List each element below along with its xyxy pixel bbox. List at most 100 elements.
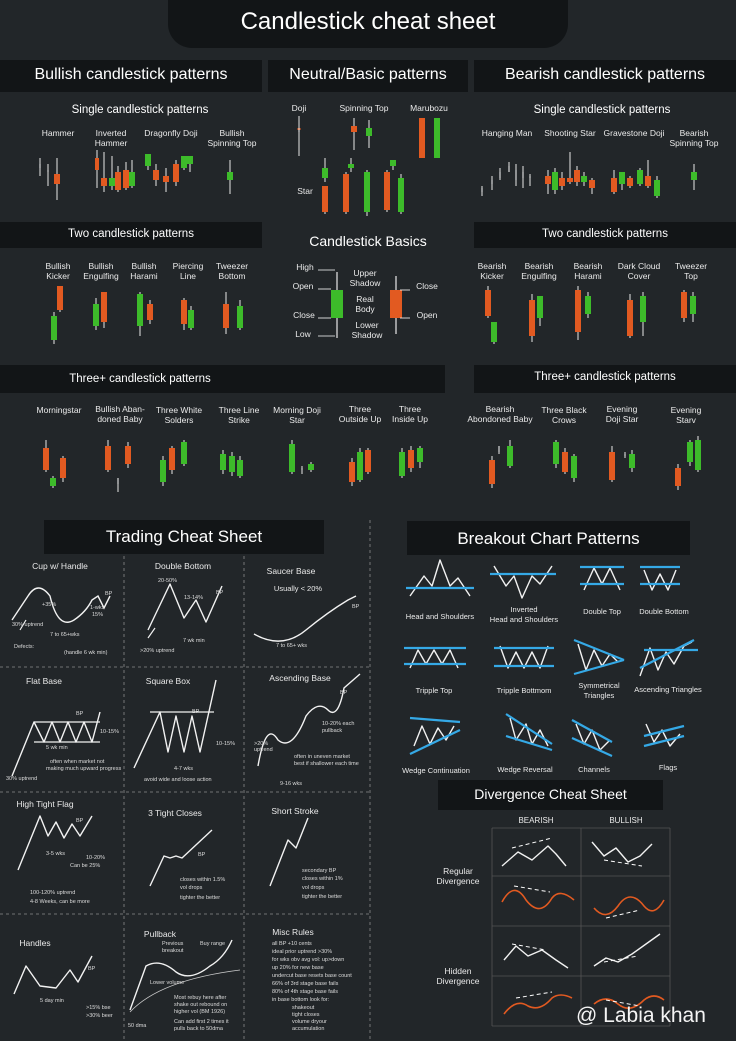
pullback-line: [129, 939, 233, 1011]
candle-body: [609, 452, 615, 480]
title-banner: [168, 0, 568, 48]
basics-lower-shadow: Lower Shadow: [351, 320, 383, 340]
candle-body: [640, 296, 646, 322]
candle-body: [54, 174, 60, 184]
cup-note: 7 to 65+wks: [50, 632, 80, 638]
candle-body: [489, 460, 495, 484]
three-right-header: [474, 365, 736, 393]
bullish-header: [0, 60, 262, 92]
cup-arrow: [19, 619, 27, 631]
candle-body: [687, 442, 693, 462]
candle-body: [343, 174, 349, 212]
candle-body: [654, 180, 660, 196]
neutral-title: Neutral/Basic patterns: [289, 66, 447, 83]
double-note: 20-50%: [158, 578, 177, 584]
candle-body: [611, 178, 617, 192]
misc-rule: up 20% for new base: [272, 965, 324, 971]
bearish-header: [474, 60, 736, 92]
candle-body: [351, 126, 357, 132]
candle-body: [145, 154, 151, 166]
candle-body: [95, 158, 99, 170]
candle-body: [229, 456, 235, 472]
candle-body: [125, 446, 131, 464]
candle-body: [417, 448, 423, 462]
handles-line: [13, 955, 93, 995]
bo-asc-tri-shape: [639, 641, 693, 677]
bo-double-top: Double Top: [583, 607, 621, 616]
two-left-title: Two candlestick patterns: [68, 228, 194, 240]
div-reg-bull-price: [591, 841, 653, 863]
candle-body: [491, 322, 497, 342]
div-bearish-label: BEARISH: [518, 816, 554, 825]
div-reg-bull-guide: [603, 859, 643, 867]
candle-body: [43, 448, 49, 470]
candle-body: [227, 172, 233, 180]
ttc-note: closes within 1.5%: [180, 877, 226, 883]
candle-body: [581, 176, 587, 182]
candle-body: [348, 164, 354, 168]
misc-rule: 80% of 4th stage base fails: [272, 989, 339, 995]
label-bearish-kicker: Bearish Kicker: [477, 261, 507, 281]
basics-real-body: Real Body: [355, 294, 375, 314]
misc-rules-title: Misc Rules: [272, 927, 314, 937]
candle-body: [117, 478, 119, 484]
div-reg-bear-price: [501, 845, 567, 867]
bo-upper: [573, 638, 625, 662]
candle-body: [515, 170, 517, 180]
handles-note: BP: [88, 966, 96, 972]
bo-tripple-top-shape: [409, 649, 459, 669]
trading-title: Trading Cheat Sheet: [105, 527, 263, 546]
candle-body: [187, 156, 193, 164]
cup-note: 30% uptrend: [12, 622, 44, 628]
candle-body: [559, 178, 565, 186]
candle-body: [163, 176, 169, 182]
div-regular-label: Regular Divergence: [436, 866, 480, 886]
square-note: 10-15%: [216, 741, 235, 747]
bo-double-bottom-shape: [643, 569, 677, 591]
double-note: 13-14%: [184, 595, 203, 601]
misc-rule: 66% of 3rd stage base fails: [272, 981, 339, 987]
single-left-title: Single candlestick patterns: [71, 104, 209, 116]
div-hid-bear-price: [503, 945, 569, 969]
candle-body: [169, 448, 175, 470]
candle-body: [408, 450, 414, 468]
three-tight-closes-title: 3 Tight Closes: [148, 808, 202, 818]
candle-body: [364, 172, 370, 212]
bo-upper: [505, 713, 553, 745]
label-bullish-spinning-top: Bullish Spinning Top: [207, 128, 257, 148]
label-star: Star: [297, 186, 313, 196]
breakout-header: [407, 521, 690, 555]
cup-note: 15%: [92, 612, 104, 618]
ascending-note: 10-20% each: [322, 721, 355, 727]
candle-body: [181, 156, 187, 168]
cup-handle-title: Cup w/ Handle: [32, 561, 88, 571]
candle-body: [129, 172, 135, 186]
label-evening-star: Evening Starv: [670, 405, 702, 425]
label-piercing-line: Piercing Line: [172, 261, 204, 281]
saucer-note: Usually < 20%: [273, 584, 323, 593]
bo-lower: [571, 736, 613, 758]
misc-rule: for wks obv avg vol: up>down: [272, 957, 345, 963]
two-left-header: [0, 222, 262, 248]
bo-upper: [571, 719, 613, 743]
div-hid-bear-osc-guide: [515, 991, 553, 999]
candle-body: [529, 300, 535, 336]
bo-symmetrical-triangles: Symmetrical Triangles: [578, 681, 620, 700]
candle-body: [365, 450, 371, 472]
bo-wedge-rev-shape: [509, 717, 549, 747]
label-morningstar: Morningstar: [36, 405, 82, 415]
candle-body: [491, 180, 493, 184]
candle-body: [545, 176, 551, 184]
trading-header: [44, 520, 324, 554]
double-bottom-line: [147, 583, 223, 631]
candle-body: [349, 462, 355, 482]
pullback-note: pulls back to 50dma: [174, 1026, 223, 1032]
cup-note: +35%: [42, 602, 57, 608]
bo-wedge-reversal: Wedge Reversal: [497, 765, 553, 774]
short-note: vol drops: [302, 885, 325, 891]
pullback-ma: [129, 969, 241, 1013]
flat-base-line: [11, 711, 101, 777]
label-hammer: Hammer: [41, 128, 75, 138]
candle-body: [627, 300, 633, 336]
